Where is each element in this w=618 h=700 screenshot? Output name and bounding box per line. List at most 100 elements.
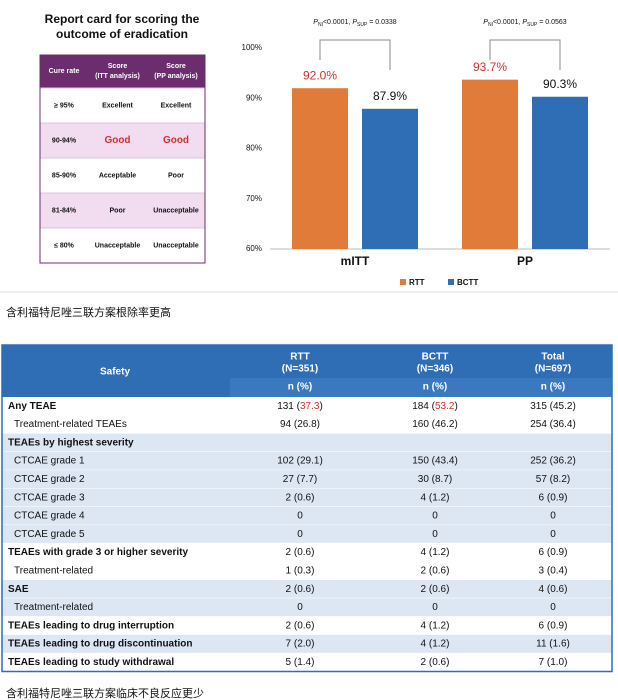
safety-cell: 0: [550, 529, 556, 540]
report-cell: 90-94%: [52, 137, 77, 144]
y-tick-label: 100%: [242, 43, 262, 52]
safety-row: [2, 415, 612, 434]
safety-cell: 2 (0.6): [286, 547, 315, 558]
safety-cell: 2 (0.6): [286, 584, 315, 595]
safety-header: Total: [541, 352, 564, 363]
safety-row: [2, 488, 612, 507]
bracket: [489, 39, 561, 70]
safety-cell: 4 (1.2): [421, 639, 450, 650]
y-tick-label: 70%: [246, 194, 262, 203]
safety-cell: 2 (0.6): [421, 565, 450, 576]
safety-cell: 0: [550, 602, 556, 613]
safety-cell: 252 (36.2): [530, 456, 576, 467]
safety-cell: 0: [297, 511, 303, 522]
legend-label: BCTT: [457, 278, 478, 287]
cell-part: 184 (: [412, 401, 435, 412]
safety-cell: 4 (1.2): [421, 620, 450, 631]
safety-row: [2, 561, 612, 580]
annotation-part: SUP: [357, 22, 368, 28]
safety-cell: 150 (43.4): [412, 456, 458, 467]
annotation-part: <0.0001,: [493, 19, 522, 26]
safety-label: CTCAE grade 3: [14, 492, 85, 503]
legend-label: RTT: [409, 278, 425, 287]
cell-part: ): [319, 401, 322, 412]
safety-subheader-bg: [230, 378, 612, 397]
safety-label: Any TEAE: [8, 401, 57, 412]
safety-cell: 0: [297, 529, 303, 540]
annotation-part: SUP: [527, 22, 538, 28]
safety-cell: 11 (1.6): [536, 639, 570, 650]
report-cell: Poor: [168, 172, 184, 179]
safety-header: RTT: [290, 352, 309, 363]
safety-header: (N=351): [282, 364, 318, 375]
cell-part: 53.2: [435, 401, 455, 412]
safety-cell: 160 (46.2): [412, 419, 458, 430]
safety-cell: 4 (1.2): [421, 492, 450, 503]
safety-cell: 3 (0.4): [539, 565, 568, 576]
report-cell: Unacceptable: [153, 242, 199, 249]
cell-part: ): [454, 401, 457, 412]
safety-cell: 27 (7.7): [283, 474, 317, 485]
bar: [532, 96, 588, 250]
annotation-part: P: [483, 19, 488, 26]
report-header: (ITT analysis): [95, 73, 140, 80]
safety-cell: 6 (0.9): [539, 492, 568, 503]
report-cell: Excellent: [161, 102, 192, 109]
safety-border: [1, 344, 613, 673]
safety-label: CTCAE grade 2: [14, 474, 85, 485]
safety-label: TEAEs leading to study withdrawal: [8, 657, 174, 668]
bar-value-label: 93.7%: [473, 60, 507, 74]
bar-value-label: 92.0%: [303, 68, 337, 82]
bar: [362, 108, 418, 250]
annotation-part: = 0.0338: [367, 19, 396, 26]
report-card-title: Report card for scoring the: [45, 12, 200, 26]
safety-label: Treatment-related TEAEs: [14, 419, 127, 430]
safety-row: [2, 543, 612, 562]
report-card-title: outcome of eradication: [56, 27, 188, 41]
cell-part: 131 (: [277, 401, 300, 412]
safety-cell: 4 (0.6): [539, 584, 568, 595]
safety-cell: 0: [550, 511, 556, 522]
safety-label: TEAEs leading to drug discontinuation: [8, 639, 192, 650]
report-cell: ≥ 95%: [54, 102, 75, 109]
safety-row: [2, 653, 612, 672]
annotation-part: NI: [488, 22, 493, 28]
safety-row: [2, 634, 612, 654]
safety-cell: 2 (0.6): [286, 620, 315, 631]
y-tick-label: 90%: [246, 93, 262, 102]
safety-row: [2, 506, 612, 526]
cell-part: 37.3: [300, 401, 320, 412]
report-row: [39, 157, 206, 194]
safety-header: BCTT: [422, 352, 449, 363]
safety-label: CTCAE grade 5: [14, 529, 85, 540]
safety-row: [2, 580, 612, 599]
safety-cell: 254 (36.4): [530, 419, 576, 430]
report-cell: Unacceptable: [95, 242, 141, 249]
safety-row: [2, 397, 612, 416]
report-border: [39, 54, 206, 264]
annotation-part: = 0.0563: [537, 19, 566, 26]
safety-header: (N=346): [417, 364, 453, 375]
safety-cell: 7 (1.0): [539, 657, 568, 668]
safety-header: n (%): [541, 382, 565, 393]
safety-cell: 7 (2.0): [286, 639, 315, 650]
annotation-part: <0.0001,: [323, 19, 352, 26]
y-tick-label: 80%: [246, 144, 262, 153]
bracket: [319, 39, 391, 70]
safety-cell: 102 (29.1): [277, 456, 323, 467]
x-tick-label: PP: [517, 254, 533, 268]
report-cell: Poor: [110, 207, 126, 214]
safety-header: (N=697): [535, 364, 571, 375]
report-header: Cure rate: [49, 68, 80, 75]
report-cell: Unacceptable: [153, 207, 199, 214]
safety-row: [2, 525, 612, 544]
safety-row: [2, 433, 612, 452]
safety-label: Treatment-related: [14, 602, 93, 613]
safety-cell: 4 (1.2): [421, 547, 450, 558]
safety-row: [2, 616, 612, 635]
report-header: Score: [166, 63, 186, 70]
report-header-bg: [40, 55, 205, 88]
safety-cell: 1 (0.3): [286, 565, 315, 576]
report-row: [39, 87, 206, 124]
